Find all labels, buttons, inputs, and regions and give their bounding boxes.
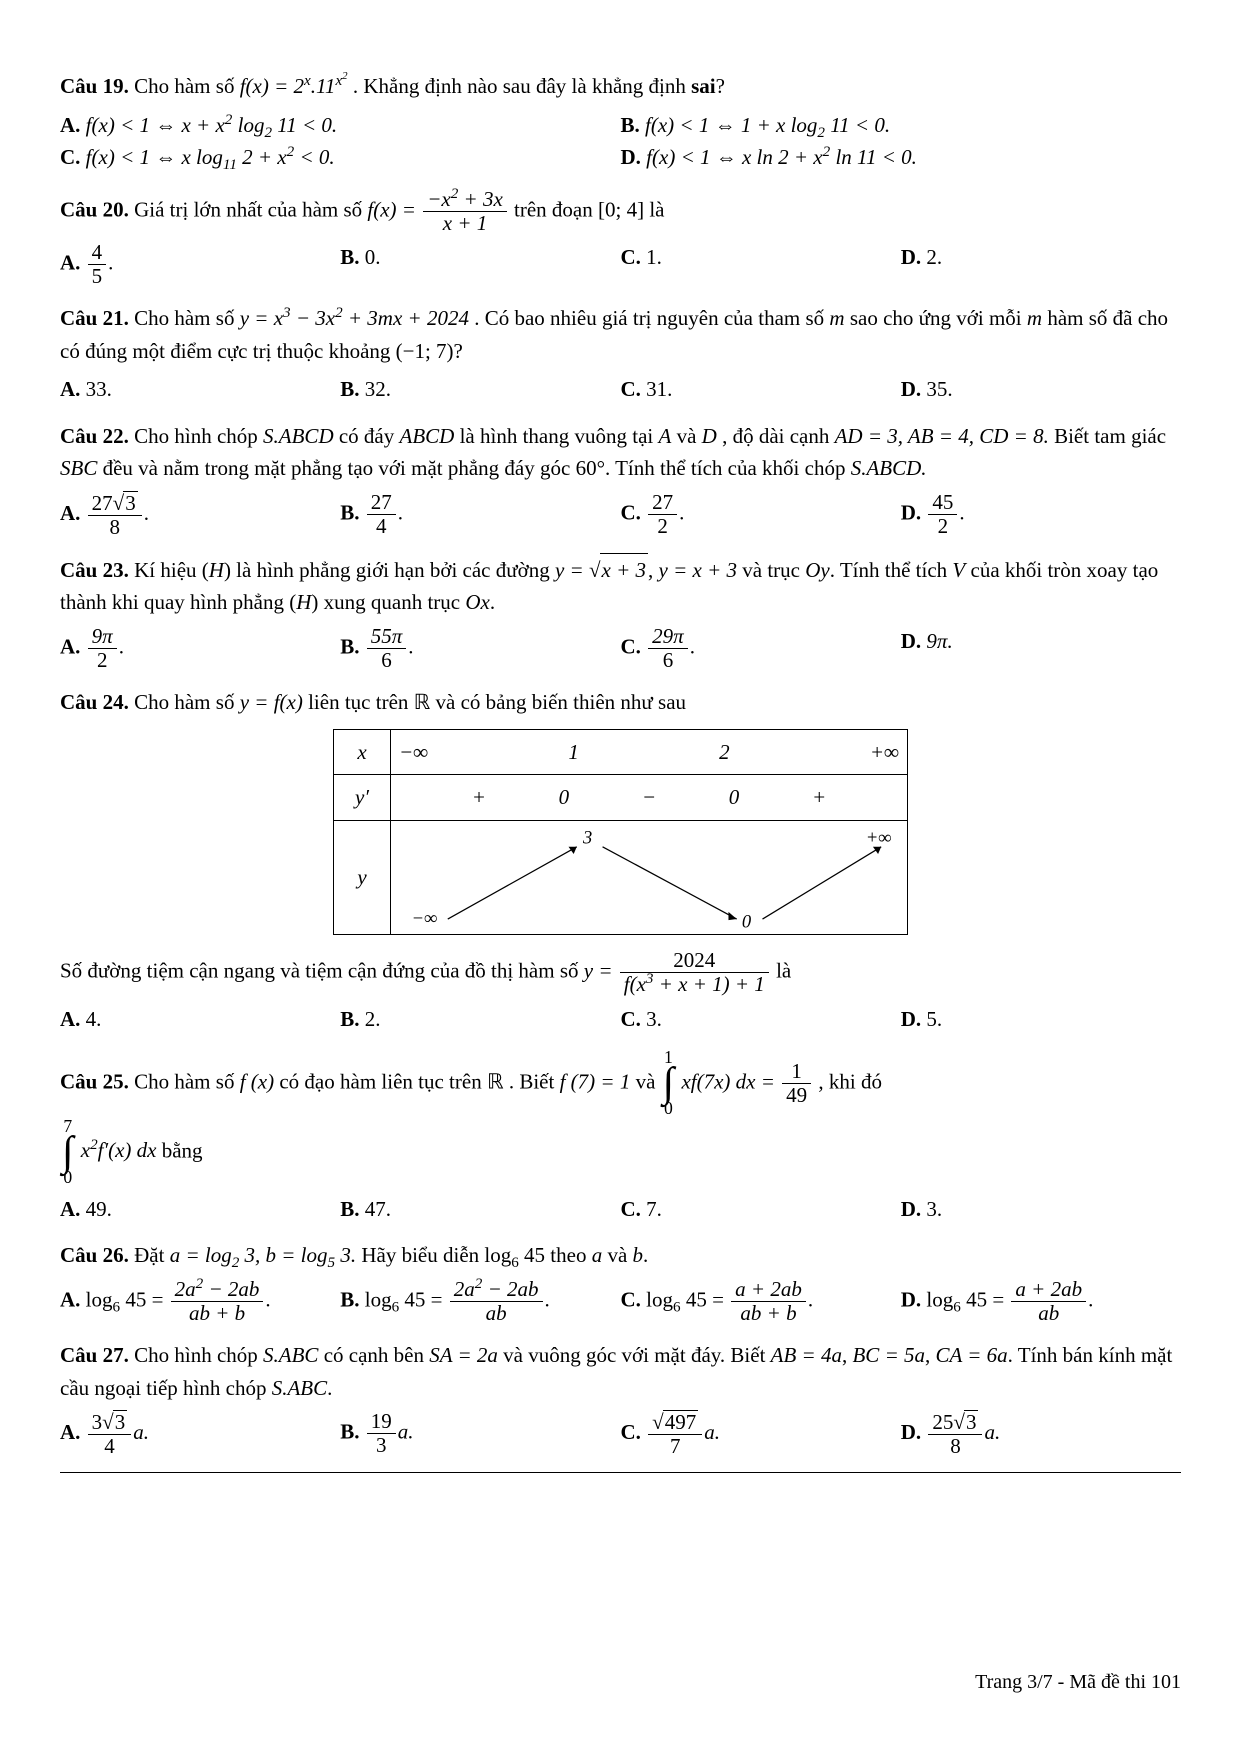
- svg-text:3: 3: [582, 828, 592, 849]
- question-23: Câu 23. Kí hiệu (H) là hình phẳng giới h…: [60, 553, 1181, 672]
- integral-icon-2: 7∫0: [60, 1118, 76, 1187]
- question-21: Câu 21. Cho hàm số y = x3 − 3x2 + 3mx + …: [60, 302, 1181, 406]
- q19-opt-D: D. f(x) < 1 ⇔ x ln 2 + x2 ln 11 < 0.: [621, 141, 1182, 174]
- q19-opt-C: C. f(x) < 1 ⇔ x log11 2 + x2 < 0.: [60, 141, 621, 174]
- q21-opt-A: A. 33.: [60, 373, 340, 406]
- question-24: Câu 24. Cho hàm số y = f(x) liên tục trê…: [60, 686, 1181, 1035]
- q19-t2: . Khẳng định nào sau đây là khẳng định: [353, 74, 691, 98]
- variation-arrows: −∞ 3 0 +∞: [391, 821, 907, 935]
- q21-opt-C: C. 31.: [621, 373, 901, 406]
- q20-opt-A: A. 45.: [60, 241, 340, 288]
- q20-opt-B: B. 0.: [340, 241, 620, 288]
- q19-t1: Cho hàm số: [134, 74, 240, 98]
- question-19: Câu 19. Cho hàm số f(x) = 2x.11x2 . Khẳn…: [60, 70, 1181, 174]
- question-22: Câu 22. Cho hình chóp S.ABCD có đáy ABCD…: [60, 420, 1181, 539]
- svg-text:0: 0: [742, 911, 752, 932]
- q19-opt-A: A. f(x) < 1 ⇔ x + x2 log2 11 < 0.: [60, 109, 621, 142]
- q19-label: Câu 19.: [60, 74, 129, 98]
- question-27: Câu 27. Cho hình chóp S.ABC có cạnh bên …: [60, 1339, 1181, 1458]
- q21-opt-B: B. 32.: [340, 373, 620, 406]
- variation-table: x −∞ 1 2 +∞ y′: [333, 729, 908, 936]
- integral-icon: 1∫0: [661, 1049, 677, 1118]
- q20-opt-D: D. 2.: [901, 241, 1181, 288]
- page-footer: Trang 3/7 - Mã đề thi 101: [975, 1671, 1181, 1694]
- question-20: Câu 20. Giá trị lớn nhất của hàm số f(x)…: [60, 188, 1181, 288]
- q19-fn: f(x) = 2: [240, 74, 304, 98]
- footer-divider: [60, 1472, 1181, 1473]
- svg-text:−∞: −∞: [412, 908, 438, 929]
- q20-opt-C: C. 1.: [621, 241, 901, 288]
- svg-text:+∞: +∞: [866, 828, 892, 849]
- question-26: Câu 26. Đặt a = log2 3, b = log5 3. Hãy …: [60, 1239, 1181, 1325]
- q21-opt-D: D. 35.: [901, 373, 1181, 406]
- exam-page: Câu 19. Cho hàm số f(x) = 2x.11x2 . Khẳn…: [0, 0, 1241, 1754]
- q19-opt-B: B. f(x) < 1 ⇔ 1 + x log2 11 < 0.: [621, 109, 1182, 142]
- question-25: Câu 25. Cho hàm số f (x) có đạo hàm liên…: [60, 1049, 1181, 1225]
